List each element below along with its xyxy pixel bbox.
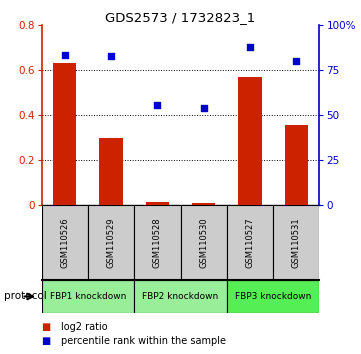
Bar	[88, 205, 134, 280]
Bar	[99, 138, 123, 205]
Bar	[238, 77, 262, 205]
Bar	[180, 205, 227, 280]
Text: GDS2573 / 1732823_1: GDS2573 / 1732823_1	[105, 11, 256, 24]
Bar	[227, 280, 319, 313]
Text: percentile rank within the sample: percentile rank within the sample	[61, 336, 226, 346]
Text: GSM110530: GSM110530	[199, 217, 208, 268]
Point	[108, 53, 114, 59]
Bar	[273, 205, 319, 280]
Text: GSM110531: GSM110531	[292, 217, 301, 268]
Text: GSM110528: GSM110528	[153, 217, 162, 268]
Bar	[285, 125, 308, 205]
Bar	[134, 205, 180, 280]
Point	[247, 45, 253, 50]
Text: GSM110527: GSM110527	[245, 217, 255, 268]
Bar	[42, 280, 134, 313]
Text: log2 ratio: log2 ratio	[61, 322, 108, 332]
Bar	[134, 280, 227, 313]
Text: ■: ■	[42, 336, 51, 346]
Text: ■: ■	[42, 322, 51, 332]
Text: FBP1 knockdown: FBP1 knockdown	[50, 292, 126, 301]
Text: FBP3 knockdown: FBP3 knockdown	[235, 292, 311, 301]
Point	[201, 105, 206, 111]
Text: protocol: protocol	[4, 291, 46, 302]
Bar	[227, 205, 273, 280]
Text: FBP2 knockdown: FBP2 knockdown	[142, 292, 219, 301]
Point	[155, 102, 160, 108]
Text: GSM110529: GSM110529	[106, 217, 116, 268]
Point	[293, 58, 299, 64]
Point	[62, 52, 68, 57]
Bar	[146, 202, 169, 205]
Bar	[42, 205, 88, 280]
Text: GSM110526: GSM110526	[60, 217, 69, 268]
Bar	[192, 203, 215, 205]
Bar	[53, 63, 76, 205]
